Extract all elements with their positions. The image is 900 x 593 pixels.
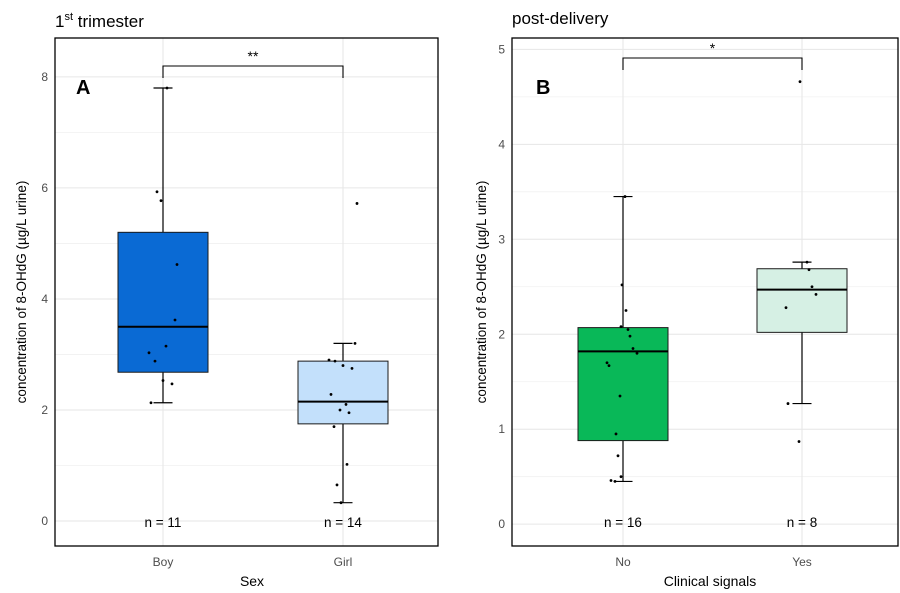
data-point xyxy=(338,408,342,412)
panel-a-title: 1st trimester xyxy=(55,11,144,31)
data-point xyxy=(623,195,627,198)
data-point xyxy=(798,80,802,84)
data-point xyxy=(613,480,617,483)
significance-bracket xyxy=(162,65,344,78)
n-label: n = 8 xyxy=(787,515,817,530)
panel-b-ylabel: concentration of 8-OHdG (µg/L urine) xyxy=(474,181,489,404)
panel-a-frame xyxy=(54,37,439,547)
data-point xyxy=(607,364,611,367)
panel-a-letter: A xyxy=(76,77,90,99)
y-tick-label: 0 xyxy=(498,517,505,531)
significance-bracket xyxy=(622,57,803,70)
data-point xyxy=(635,351,639,355)
data-point xyxy=(350,366,354,370)
data-point xyxy=(786,402,790,405)
y-tick-label: 2 xyxy=(41,403,48,417)
data-point xyxy=(147,351,151,355)
x-tick-label: Girl xyxy=(334,555,353,569)
data-point xyxy=(345,462,349,466)
data-point xyxy=(149,401,153,405)
data-point xyxy=(165,86,169,90)
data-point xyxy=(784,306,788,310)
data-point xyxy=(807,268,811,272)
data-point xyxy=(620,283,624,287)
panel-a-grid xyxy=(55,38,438,546)
data-point xyxy=(810,285,814,289)
data-point xyxy=(618,394,622,398)
data-point xyxy=(335,483,339,487)
y-tick-label: 2 xyxy=(498,327,505,341)
y-tick-label: 0 xyxy=(41,514,48,528)
data-point xyxy=(327,358,331,362)
y-tick-label: 3 xyxy=(498,232,505,246)
data-point xyxy=(353,341,357,345)
x-tick-label: Yes xyxy=(792,555,812,569)
box-yes xyxy=(756,268,848,333)
box-no xyxy=(577,327,669,442)
y-tick-label: 8 xyxy=(41,70,48,84)
y-tick-label: 5 xyxy=(498,42,505,56)
panel-b-xlabel: Clinical signals xyxy=(664,573,757,589)
box-girl xyxy=(297,360,389,425)
panel-a-xlabel: Sex xyxy=(240,573,264,589)
data-point xyxy=(170,382,174,386)
y-tick-label: 6 xyxy=(41,181,48,195)
data-point xyxy=(631,347,635,350)
panel-b-frame xyxy=(511,37,899,547)
panel-a-ylabel: concentration of 8-OHdG (µg/L urine) xyxy=(14,181,29,404)
x-tick-label: Boy xyxy=(153,555,174,569)
panel-a-marks: 0 2 4 6 8 n = 11 Boy n = 14 Girl ** xyxy=(41,48,389,569)
data-point xyxy=(614,432,618,436)
data-point xyxy=(355,202,359,205)
data-point xyxy=(797,440,801,443)
y-tick-label: 4 xyxy=(498,137,505,151)
data-point xyxy=(159,199,163,203)
data-point xyxy=(624,309,628,312)
data-point xyxy=(333,359,337,363)
data-point xyxy=(814,292,818,296)
data-point xyxy=(805,260,809,264)
y-tick-label: 1 xyxy=(498,422,505,436)
data-point xyxy=(619,475,623,479)
n-label: n = 11 xyxy=(145,515,182,530)
data-point xyxy=(153,359,157,363)
significance-label: * xyxy=(710,40,716,56)
data-point xyxy=(616,454,620,458)
data-point xyxy=(155,190,159,194)
data-point xyxy=(175,263,179,266)
n-label: n = 16 xyxy=(604,515,642,530)
y-tick-label: 4 xyxy=(41,292,48,306)
x-tick-label: No xyxy=(615,555,631,569)
data-point xyxy=(626,328,630,331)
significance-label: ** xyxy=(248,48,259,64)
panel-b-letter: B xyxy=(536,77,550,99)
data-point xyxy=(332,425,336,429)
data-point xyxy=(344,403,348,406)
data-point xyxy=(341,364,345,367)
panel-b-marks: 0 1 2 3 4 5 n = 16 No n = 8 Yes * xyxy=(498,40,848,569)
panel-a: 1st trimester 0 2 4 6 8 n = 11 Boy n = 14 Girl **… xyxy=(14,11,439,589)
n-label: n = 14 xyxy=(324,515,362,530)
box-boy xyxy=(117,231,209,373)
data-point xyxy=(173,318,177,322)
data-point xyxy=(339,501,343,505)
data-point xyxy=(609,479,613,482)
data-point xyxy=(329,393,333,396)
data-point xyxy=(619,325,623,329)
panel-b-title: post-delivery xyxy=(512,9,609,28)
data-point xyxy=(347,411,351,415)
data-point xyxy=(605,361,609,365)
data-point xyxy=(628,334,632,338)
data-point xyxy=(161,379,165,382)
data-point xyxy=(164,344,168,348)
